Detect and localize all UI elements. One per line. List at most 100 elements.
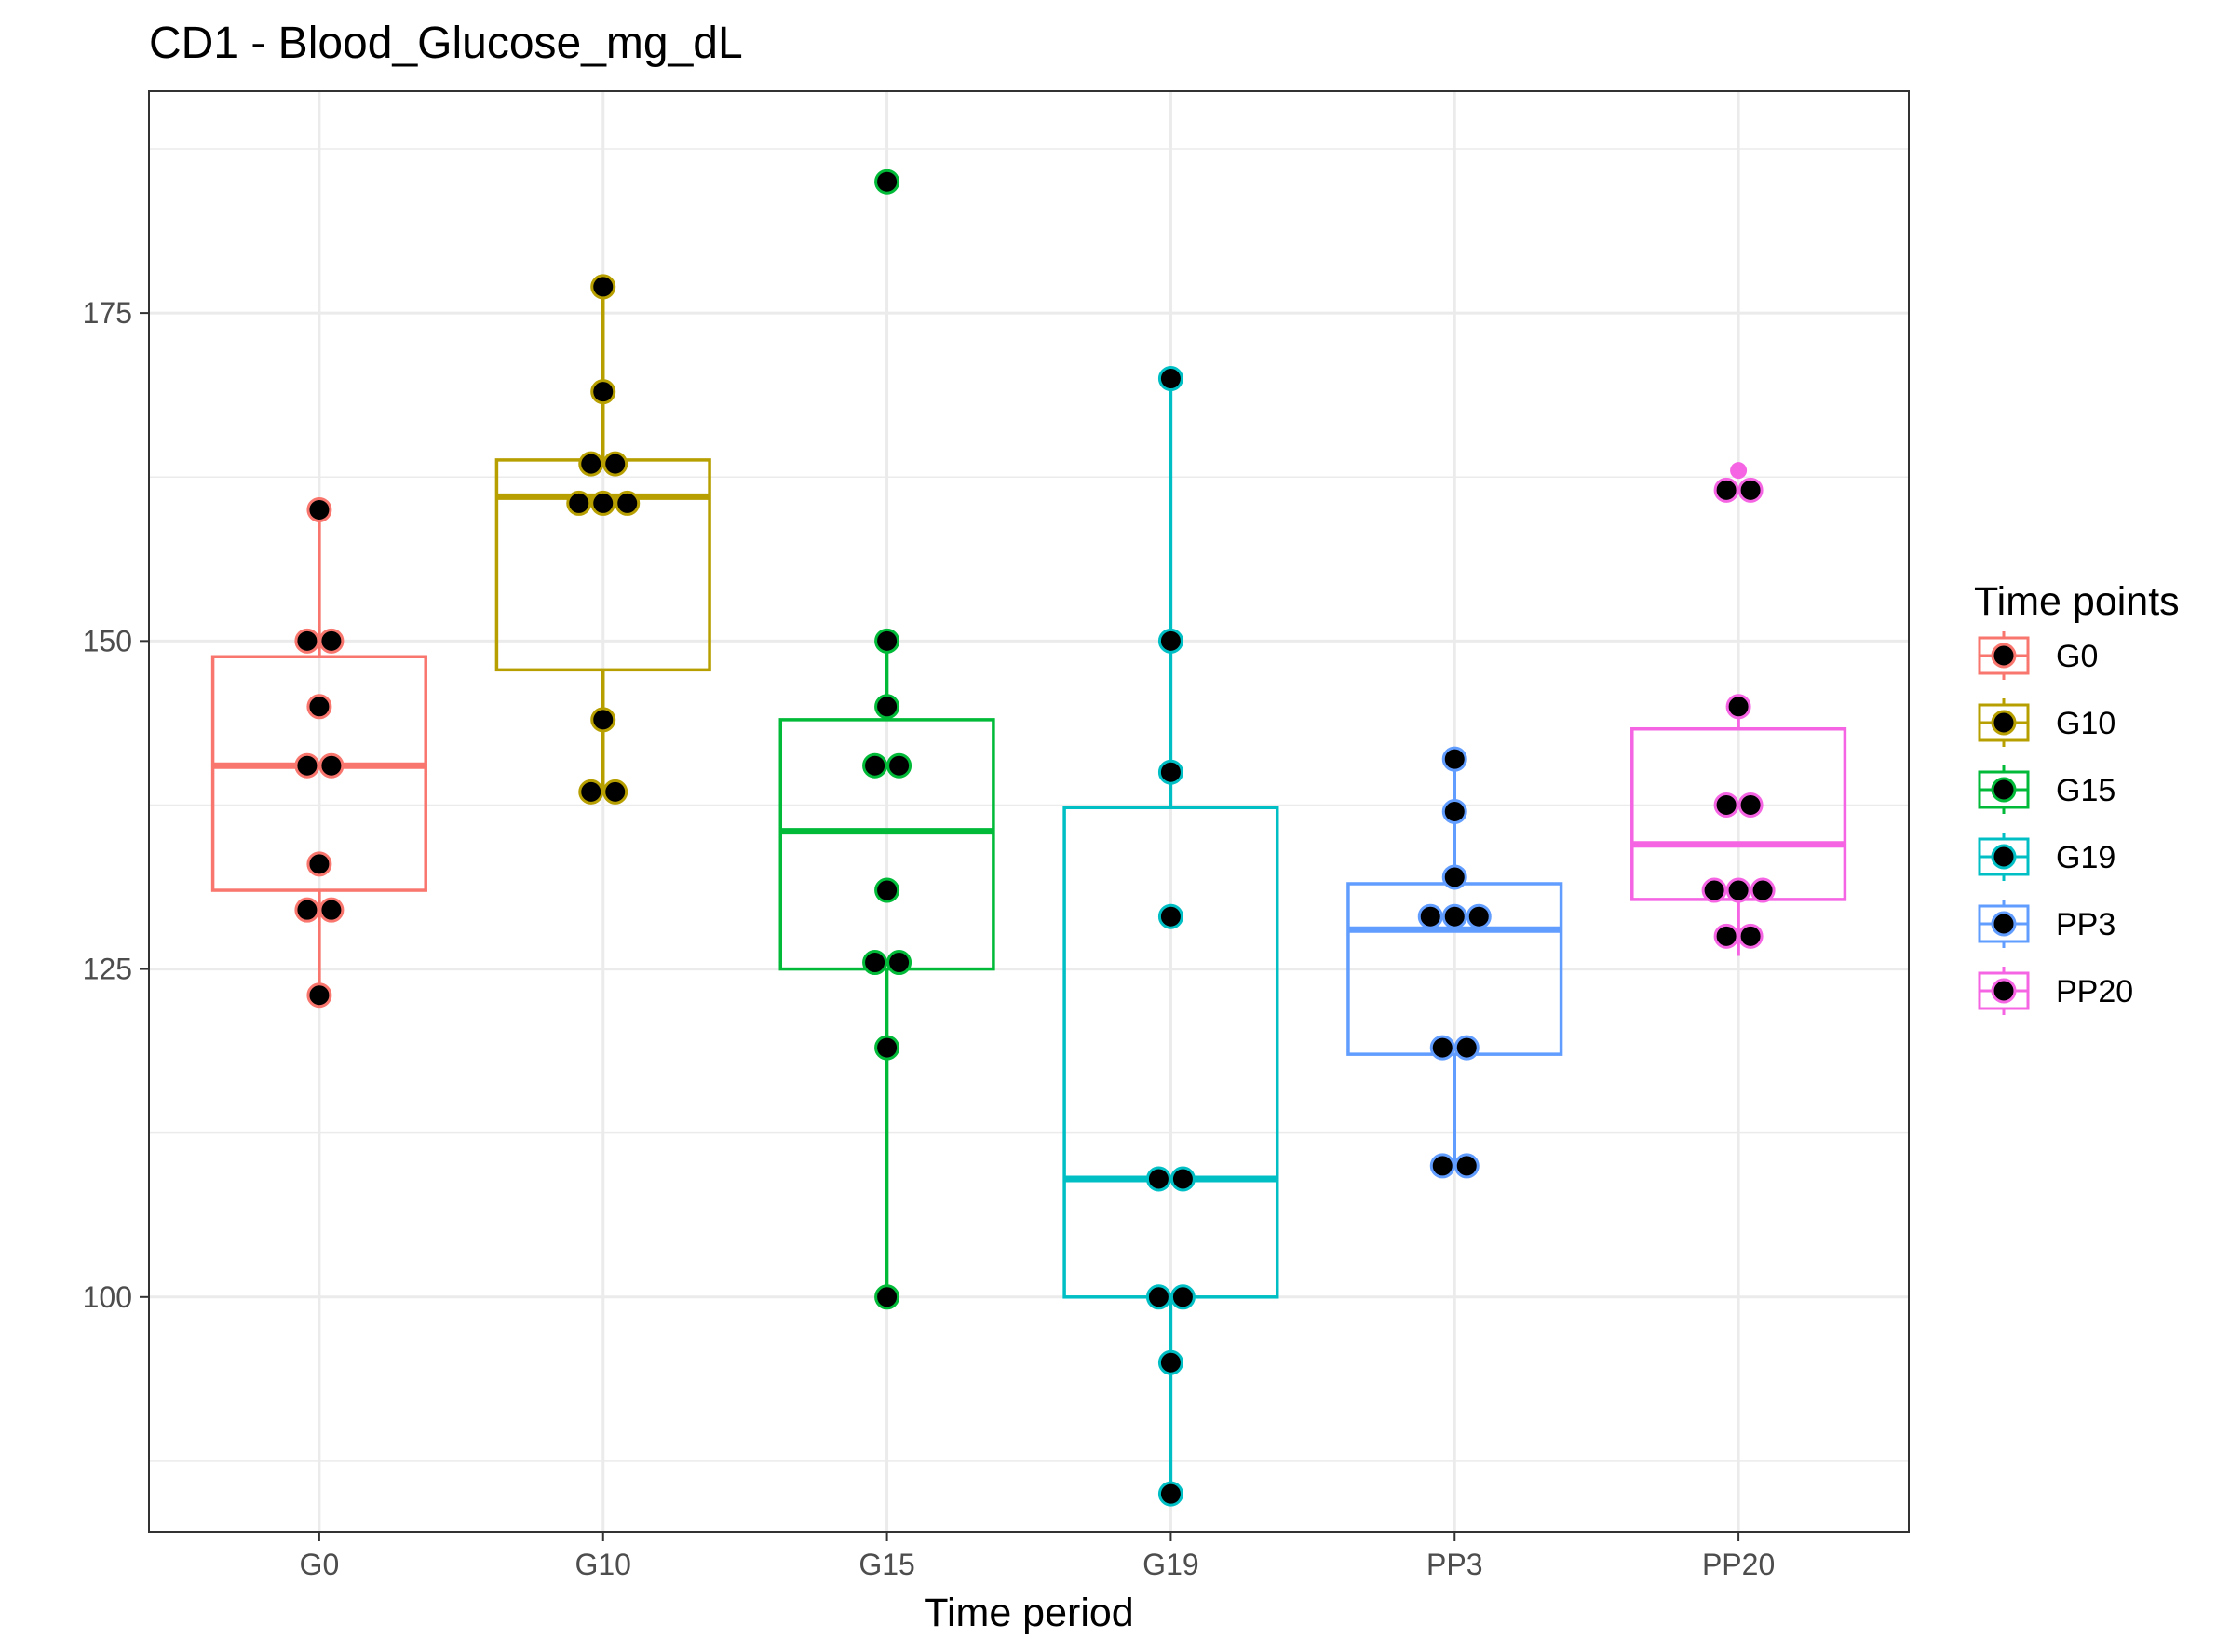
point-PP3 (1417, 903, 1443, 929)
legend-point (1991, 643, 2017, 669)
point-G10 (602, 779, 628, 805)
point-G0 (294, 628, 320, 654)
point-PP3 (1441, 799, 1467, 824)
point-G19 (1145, 1284, 1171, 1310)
y-tick-label: 175 (83, 296, 132, 330)
legend-point (1991, 911, 2017, 937)
x-tick-label: PP20 (1702, 1548, 1775, 1581)
point-G10 (590, 490, 616, 516)
point-G0 (318, 628, 345, 654)
point-G19 (1157, 1349, 1183, 1375)
point-G15 (862, 752, 888, 779)
legend-label: G15 (2056, 773, 2115, 808)
point-PP20 (1737, 923, 1764, 949)
point-PP20 (1713, 792, 1739, 818)
point-G15 (874, 877, 900, 903)
x-axis: G0 G10 G15 G19 PP3 PP20 (300, 1532, 1775, 1581)
legend-label: PP20 (2056, 974, 2133, 1009)
legend-label: G19 (2056, 840, 2115, 875)
box-rect (210, 655, 427, 892)
x-tick-label: G0 (300, 1548, 340, 1581)
legend-label: G0 (2056, 639, 2098, 674)
legend-item-G10: G10 (1978, 698, 2115, 747)
legend-item-PP20: PP20 (1978, 967, 2133, 1015)
legend-point (1991, 777, 2017, 803)
point-PP3 (1441, 903, 1467, 929)
legend-point (1991, 710, 2017, 736)
y-tick-label: 150 (83, 624, 132, 657)
box-rect (494, 458, 711, 672)
point-PP3 (1453, 1035, 1480, 1061)
outlier (1730, 462, 1748, 480)
x-tick-label: G19 (1142, 1548, 1198, 1581)
x-tick-label: PP3 (1426, 1548, 1482, 1581)
legend-label: PP3 (2056, 907, 2115, 942)
point-PP3 (1441, 746, 1467, 772)
legend-label: G10 (2056, 706, 2115, 741)
point-G10 (578, 779, 604, 805)
legend-point (1991, 978, 2017, 1004)
point-PP3 (1441, 864, 1467, 890)
point-PP20 (1713, 477, 1739, 503)
point-G10 (578, 451, 604, 477)
point-PP3 (1466, 903, 1492, 929)
legend-point (1991, 844, 2017, 870)
point-PP3 (1429, 1035, 1455, 1061)
point-G10 (590, 707, 616, 733)
point-PP20 (1737, 477, 1764, 503)
point-G0 (294, 897, 320, 923)
point-G10 (615, 490, 641, 516)
y-tick-label: 125 (83, 953, 132, 986)
y-tick-label: 100 (83, 1280, 132, 1314)
legend-item-G19: G19 (1978, 833, 2115, 881)
box-G15 (778, 173, 995, 1297)
box-rect (1630, 726, 1847, 901)
chart-title: CD1 - Blood_Glucose_mg_dL (149, 19, 743, 68)
point-G19 (1145, 1166, 1171, 1192)
points (294, 169, 1776, 1507)
point-PP3 (1429, 1153, 1455, 1179)
point-G10 (566, 490, 592, 516)
point-PP20 (1725, 694, 1751, 720)
point-G15 (874, 169, 900, 195)
point-G15 (886, 950, 912, 976)
x-tick-label: G10 (574, 1548, 630, 1581)
point-PP20 (1737, 792, 1764, 818)
x-axis-label: Time period (924, 1591, 1133, 1635)
point-G10 (590, 379, 616, 405)
point-G0 (294, 752, 320, 779)
legend-title: Time points (1974, 579, 2180, 624)
point-PP20 (1701, 877, 1727, 903)
point-G19 (1157, 903, 1183, 929)
legend-item-G0: G0 (1978, 631, 2098, 680)
point-PP20 (1713, 923, 1739, 949)
legend-item-PP3: PP3 (1978, 900, 2115, 948)
point-G15 (886, 752, 912, 779)
point-G19 (1169, 1284, 1196, 1310)
point-G15 (862, 950, 888, 976)
point-G0 (306, 694, 332, 720)
point-G19 (1157, 628, 1183, 654)
point-G19 (1169, 1166, 1196, 1192)
panel-border (148, 90, 1910, 1533)
point-G19 (1157, 759, 1183, 785)
point-G0 (318, 897, 345, 923)
point-G19 (1157, 366, 1183, 392)
legend: Time points G0 G10 G15 G19 PP3 PP20 (1974, 579, 2180, 1015)
point-G19 (1157, 1481, 1183, 1507)
point-G0 (306, 496, 332, 522)
point-G15 (874, 1035, 900, 1061)
x-tick-label: G15 (858, 1548, 914, 1581)
point-G0 (306, 851, 332, 877)
box-rect (1062, 806, 1279, 1299)
point-PP20 (1750, 877, 1776, 903)
box-rect (778, 718, 995, 971)
point-G10 (590, 274, 616, 300)
point-G0 (306, 982, 332, 1009)
point-G15 (874, 628, 900, 654)
point-G10 (602, 451, 628, 477)
y-axis: 100 125 150 175 (83, 296, 149, 1314)
point-PP20 (1725, 877, 1751, 903)
